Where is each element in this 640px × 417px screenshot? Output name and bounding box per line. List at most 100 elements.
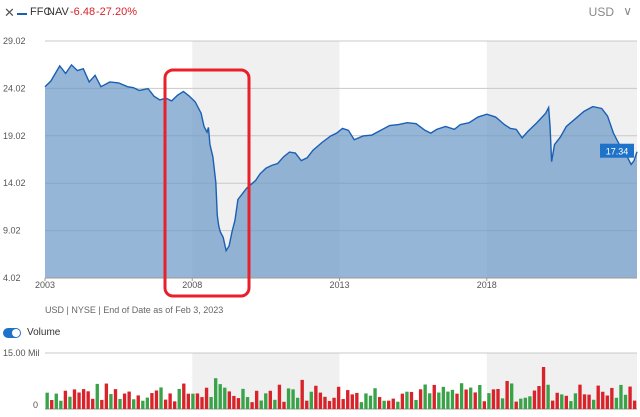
volume-bar bbox=[632, 400, 637, 409]
volume-bar bbox=[441, 386, 446, 409]
volume-bar bbox=[191, 393, 195, 409]
volume-bar bbox=[163, 399, 168, 409]
volume-bar bbox=[213, 378, 218, 409]
volume-bar bbox=[491, 389, 496, 409]
volume-bar bbox=[118, 398, 122, 409]
volume-bar bbox=[277, 384, 282, 409]
volume-bar bbox=[177, 388, 181, 409]
volume-bar bbox=[377, 397, 382, 409]
volume-bar bbox=[373, 388, 377, 409]
volume-bar bbox=[368, 395, 373, 409]
volume-bar bbox=[286, 388, 291, 409]
currency-selector[interactable]: USD bbox=[588, 5, 614, 19]
x-tick-label: 2003 bbox=[35, 280, 55, 290]
volume-bar bbox=[541, 367, 546, 409]
series-legend-swatch bbox=[17, 13, 27, 15]
volume-bar bbox=[473, 392, 477, 409]
chevron-down-icon[interactable]: ∨ bbox=[623, 4, 632, 18]
volume-bar bbox=[68, 396, 72, 409]
x-tick-label: 2008 bbox=[182, 280, 202, 290]
volume-bar bbox=[355, 392, 359, 409]
volume-bar bbox=[91, 398, 95, 409]
volume-bar bbox=[587, 394, 591, 409]
volume-bar bbox=[596, 385, 600, 409]
volume-bar bbox=[509, 383, 514, 409]
volume-bar bbox=[145, 397, 150, 409]
volume-bar bbox=[336, 386, 341, 409]
volume-bar bbox=[560, 394, 564, 409]
volume-bar bbox=[273, 399, 277, 409]
y-tick-label: 14.02 bbox=[3, 178, 26, 188]
volume-bar bbox=[204, 387, 209, 409]
nav-change-value: -6.48 bbox=[70, 6, 96, 18]
y-tick-label: 24.02 bbox=[3, 83, 26, 93]
x-tick-label: 2013 bbox=[330, 280, 350, 290]
volume-bar bbox=[546, 384, 550, 409]
volume-bar bbox=[132, 399, 136, 409]
volume-bar bbox=[446, 391, 450, 409]
volume-bar bbox=[245, 397, 250, 409]
volume-y-tick-label: 15.00 Mil bbox=[3, 348, 40, 358]
volume-bar bbox=[605, 395, 609, 409]
volume-bar bbox=[496, 389, 500, 409]
y-tick-label: 29.02 bbox=[3, 36, 26, 46]
volume-bar bbox=[578, 384, 582, 409]
volume-bar bbox=[259, 400, 263, 409]
volume-bar bbox=[200, 397, 204, 409]
volume-bar bbox=[54, 393, 58, 409]
volume-bar bbox=[291, 389, 295, 409]
volume-bar bbox=[523, 397, 528, 409]
volume-bar bbox=[564, 395, 568, 409]
volume-bar bbox=[63, 390, 68, 409]
volume-bar bbox=[182, 383, 186, 409]
volume-bar bbox=[59, 400, 63, 409]
volume-bar bbox=[323, 396, 327, 409]
volume-bar bbox=[209, 396, 213, 409]
ticker-symbol: FFC bbox=[30, 6, 52, 18]
volume-bar bbox=[519, 398, 523, 409]
volume-bar bbox=[45, 392, 49, 409]
volume-y-tick-label: 0 bbox=[33, 400, 38, 410]
volume-bar bbox=[619, 384, 623, 409]
volume-bar bbox=[346, 390, 350, 409]
volume-bar bbox=[223, 387, 227, 409]
volume-bar bbox=[382, 400, 386, 409]
volume-bar bbox=[309, 391, 313, 409]
y-tick-label: 9.02 bbox=[3, 226, 21, 236]
volume-bar bbox=[610, 387, 614, 409]
volume-bar bbox=[159, 387, 163, 409]
volume-bar bbox=[314, 385, 318, 409]
volume-bar bbox=[127, 391, 131, 409]
y-tick-label: 4.02 bbox=[3, 273, 21, 283]
x-tick-label: 2018 bbox=[477, 280, 497, 290]
volume-bar bbox=[250, 402, 254, 409]
volume-bar bbox=[528, 396, 532, 409]
volume-bar bbox=[455, 393, 459, 409]
volume-bar bbox=[478, 384, 482, 409]
volume-bar bbox=[387, 400, 391, 409]
volume-bar bbox=[282, 401, 286, 409]
volume-toggle[interactable] bbox=[3, 328, 21, 338]
close-icon[interactable]: ✕ bbox=[4, 5, 15, 20]
price-line bbox=[44, 63, 638, 253]
volume-bar bbox=[359, 402, 364, 409]
volume-bar bbox=[168, 393, 172, 409]
volume-bar bbox=[350, 394, 354, 409]
volume-bar bbox=[487, 393, 491, 409]
volume-bar bbox=[550, 400, 555, 409]
volume-bar bbox=[236, 398, 241, 409]
volume-bar bbox=[122, 393, 127, 409]
volume-bar bbox=[405, 391, 409, 409]
volume-bar bbox=[569, 401, 573, 409]
volume-bar bbox=[469, 387, 473, 409]
volume-bar bbox=[601, 391, 605, 409]
volume-bar bbox=[437, 392, 441, 409]
volume-label: Volume bbox=[27, 327, 61, 338]
source-note: USD | NYSE | End of Date as of Feb 3, 20… bbox=[45, 305, 224, 315]
volume-bar bbox=[423, 384, 427, 409]
volume-bar bbox=[341, 399, 345, 409]
volume-bar bbox=[232, 395, 236, 409]
chart-header: ✕ FFC NAV -6.48 -27.20% USD ∨ bbox=[0, 0, 640, 30]
volume-bar bbox=[95, 383, 99, 409]
volume-chart: 15.00 Mil 0 bbox=[3, 348, 637, 410]
